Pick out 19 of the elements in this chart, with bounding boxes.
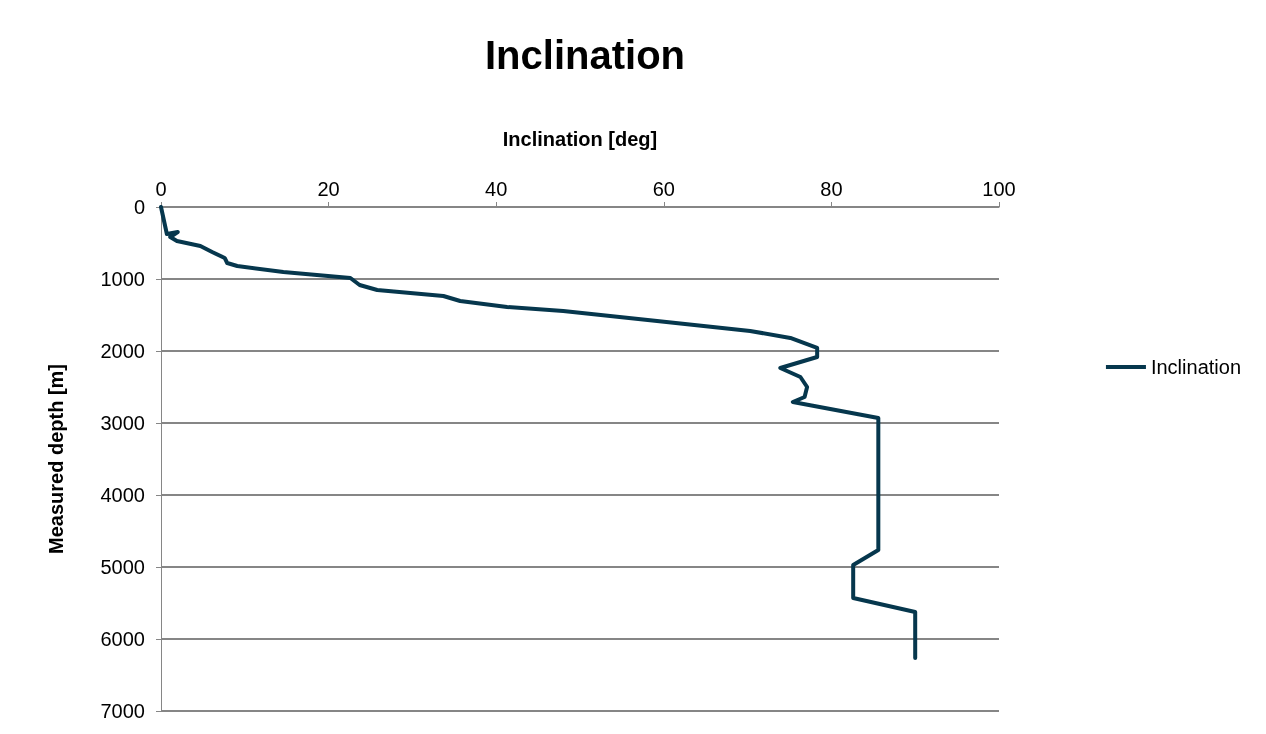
x-axis-title: Inclination [deg] xyxy=(502,128,658,150)
y-tick-label: 3000 xyxy=(100,412,145,434)
y-tick-label: 6000 xyxy=(100,628,145,650)
y-tick-label: 0 xyxy=(133,196,145,218)
y-tick-label: 2000 xyxy=(100,340,145,362)
line-series xyxy=(159,205,918,661)
x-tick-label: 20 xyxy=(317,178,340,200)
chart-title: Inclination xyxy=(485,33,685,77)
y-tick-label: 4000 xyxy=(100,484,145,506)
x-tick-label: 80 xyxy=(820,178,843,200)
x-tick-label: 60 xyxy=(652,178,675,200)
y-tick-label: 1000 xyxy=(100,268,145,290)
y-tick-label: 7000 xyxy=(100,700,145,722)
y-tick-label: 5000 xyxy=(100,556,145,578)
y-axis-title: Measured depth [m] xyxy=(45,363,67,555)
x-tick-label: 40 xyxy=(485,178,508,200)
legend-label: Inclination xyxy=(1150,356,1241,378)
x-tick-label: 0 xyxy=(155,178,167,200)
x-tick-label: 100 xyxy=(982,178,1016,200)
